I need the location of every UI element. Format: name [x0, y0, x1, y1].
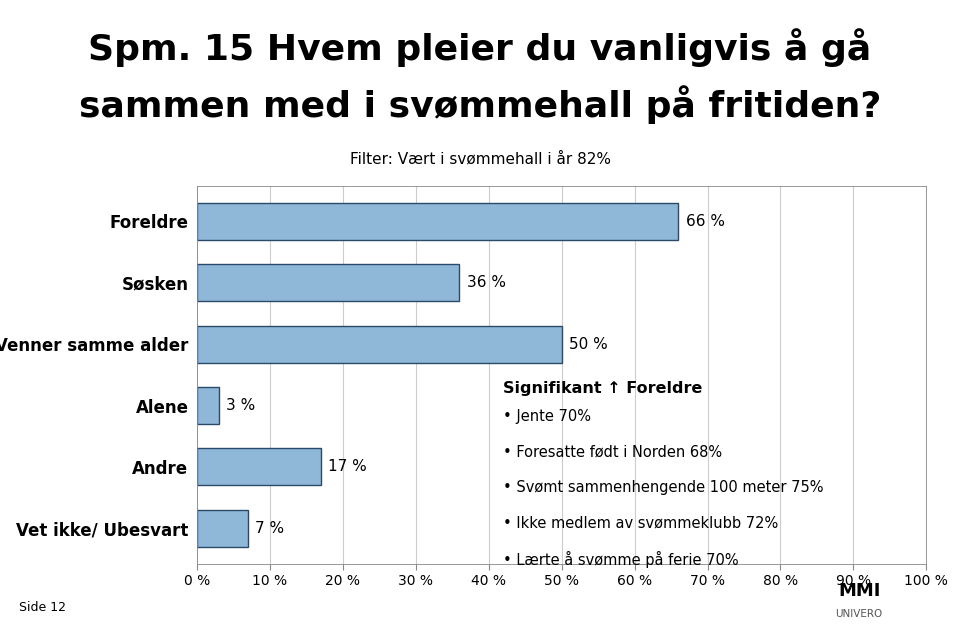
Text: • Lærte å svømme på ferie 70%: • Lærte å svømme på ferie 70%	[503, 551, 739, 568]
Text: UNIVERO: UNIVERO	[835, 609, 883, 619]
Text: Spm. 15 Hvem pleier du vanligvis å gå: Spm. 15 Hvem pleier du vanligvis å gå	[88, 28, 872, 67]
Bar	[197, 203, 679, 240]
Bar	[197, 387, 219, 424]
Text: MMI: MMI	[838, 581, 880, 600]
Text: 50 %: 50 %	[569, 336, 608, 352]
Text: • Foresatte født i Norden 68%: • Foresatte født i Norden 68%	[503, 444, 722, 459]
Bar	[197, 510, 248, 547]
Text: 36 %: 36 %	[467, 275, 506, 290]
Text: • Ikke medlem av svømmeklubb 72%: • Ikke medlem av svømmeklubb 72%	[503, 515, 779, 530]
Text: • Jente 70%: • Jente 70%	[503, 409, 591, 423]
Text: Signifikant ↑ Foreldre: Signifikant ↑ Foreldre	[503, 381, 703, 396]
Text: 7 %: 7 %	[255, 521, 284, 536]
Bar	[197, 326, 562, 363]
Text: Side 12: Side 12	[19, 601, 66, 614]
Text: Filter: Vært i svømmehall i år 82%: Filter: Vært i svømmehall i år 82%	[349, 151, 611, 166]
Bar	[197, 449, 321, 485]
Bar	[197, 265, 460, 301]
Text: 66 %: 66 %	[685, 214, 725, 229]
Text: 3 %: 3 %	[226, 398, 255, 413]
Text: • Svømt sammenhengende 100 meter 75%: • Svømt sammenhengende 100 meter 75%	[503, 480, 824, 495]
Text: sammen med i svømmehall på fritiden?: sammen med i svømmehall på fritiden?	[79, 85, 881, 124]
Text: 17 %: 17 %	[328, 459, 367, 474]
